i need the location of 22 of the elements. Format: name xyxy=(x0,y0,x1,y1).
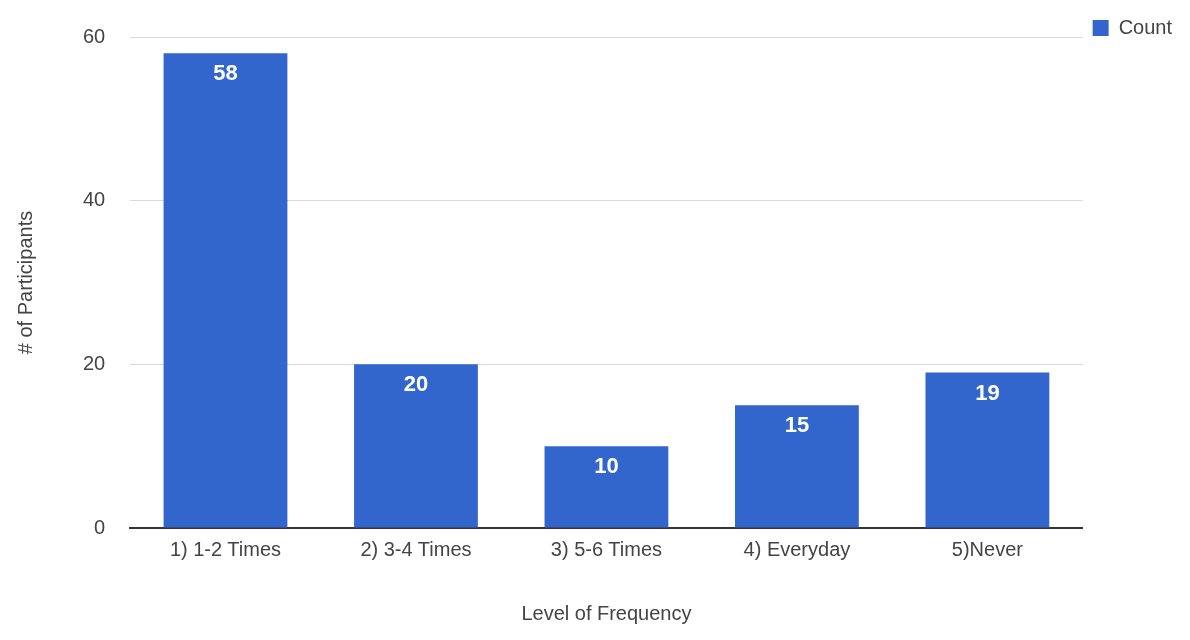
x-tick-label: 3) 5-6 Times xyxy=(550,537,663,560)
bar xyxy=(925,372,1050,528)
data-label: 15 xyxy=(784,412,810,438)
x-tick-label: 4) Everyday xyxy=(743,537,851,560)
bar xyxy=(735,405,859,528)
x-tick-label: 2) 3-4 Times xyxy=(360,537,472,560)
x-axis-title: Level of Frequency xyxy=(521,601,692,624)
data-label: 58 xyxy=(213,60,238,86)
bar xyxy=(163,53,288,528)
y-tick-label: 0 xyxy=(94,515,106,538)
y-axis-title: # of Participants xyxy=(13,210,36,355)
bar xyxy=(544,446,669,528)
y-tick-label: 60 xyxy=(83,24,106,47)
x-tick-label: 1) 1-2 Times xyxy=(169,537,282,560)
y-tick-label: 20 xyxy=(83,351,106,374)
legend-label: Count xyxy=(1118,15,1173,38)
data-label: 19 xyxy=(975,379,1000,405)
y-tick-label: 40 xyxy=(83,188,106,211)
bar xyxy=(354,364,478,528)
data-label: 20 xyxy=(403,371,429,397)
data-label: 10 xyxy=(594,453,619,479)
x-tick-label: 5)Never xyxy=(951,537,1024,560)
